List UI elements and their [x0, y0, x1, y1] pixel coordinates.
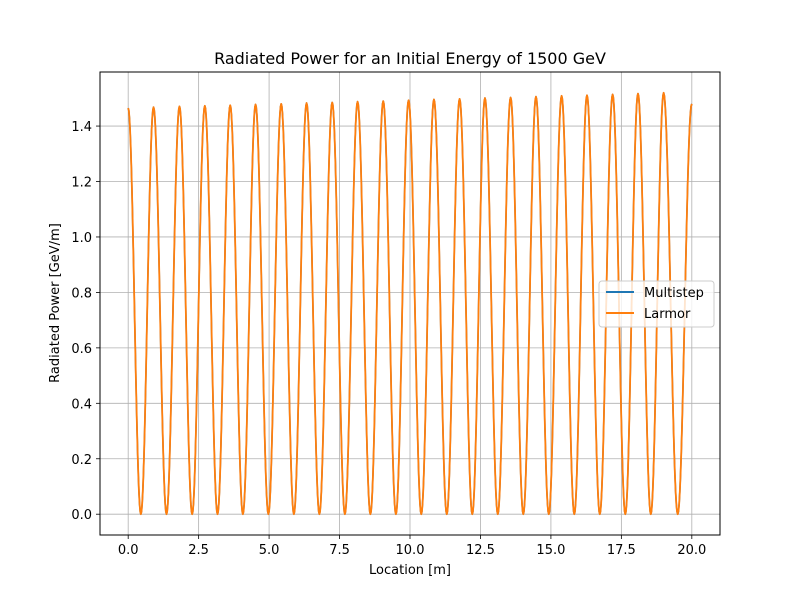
y-tick-label: 0.2 — [71, 453, 92, 468]
x-axis-label: Location [m] — [369, 563, 451, 578]
legend-label-multistep: Multistep — [644, 286, 704, 301]
x-tick-label: 7.5 — [329, 543, 350, 558]
x-tick-label: 15.0 — [536, 543, 565, 558]
y-tick-label: 0.6 — [71, 342, 92, 357]
y-tick-label: 0.0 — [71, 508, 92, 523]
y-axis-label: Radiated Power [GeV/m] — [48, 223, 63, 383]
plot-lines — [127, 91, 693, 516]
legend-label-larmor: Larmor — [644, 307, 691, 322]
x-tick-label: 12.5 — [466, 543, 495, 558]
grid — [100, 72, 720, 535]
y-axis-ticks: 0.0 0.2 0.4 0.6 0.8 1.0 1.2 1.4 — [71, 120, 100, 523]
chart-title: Radiated Power for an Initial Energy of … — [214, 49, 606, 68]
x-tick-label: 5.0 — [259, 543, 280, 558]
y-tick-label: 1.0 — [71, 231, 92, 246]
series-line-larmor — [127, 91, 693, 516]
x-tick-label: 17.5 — [607, 543, 636, 558]
x-tick-label: 0.0 — [118, 543, 139, 558]
x-tick-label: 2.5 — [188, 543, 209, 558]
y-tick-label: 1.2 — [71, 176, 92, 191]
y-tick-label: 1.4 — [71, 120, 92, 135]
x-axis-ticks: 0.0 2.5 5.0 7.5 10.0 12.5 15.0 17.5 20.0 — [118, 535, 706, 558]
y-tick-label: 0.4 — [71, 397, 92, 412]
y-tick-label: 0.8 — [71, 286, 92, 301]
legend: Multistep Larmor — [598, 280, 715, 328]
x-tick-label: 20.0 — [677, 543, 706, 558]
x-tick-label: 10.0 — [396, 543, 425, 558]
